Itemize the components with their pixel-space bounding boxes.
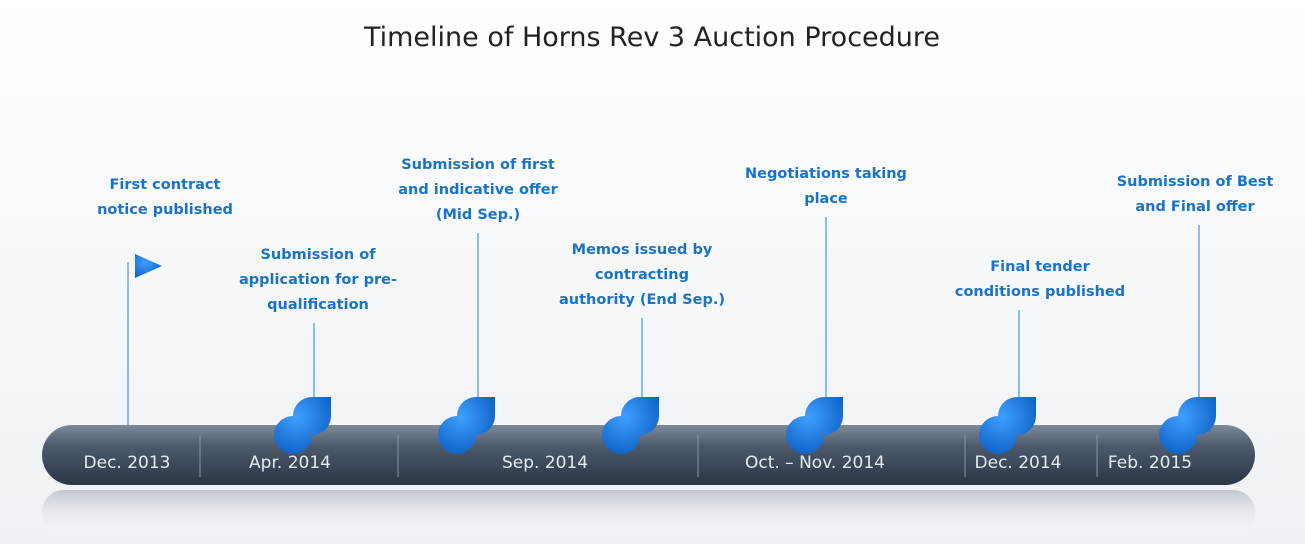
period-label: Apr. 2014 — [249, 453, 331, 473]
event-label: Memos issued by — [572, 242, 713, 258]
timeline-bar — [42, 425, 1255, 485]
pin — [602, 397, 659, 454]
event-label: qualification — [267, 297, 369, 313]
event-label: application for pre- — [239, 272, 397, 288]
event-label: notice published — [97, 202, 233, 218]
pin — [1159, 397, 1216, 454]
event-label: Submission of — [260, 247, 376, 263]
pin — [438, 397, 495, 454]
event-label: Submission of Best — [1117, 174, 1274, 190]
flag — [135, 254, 162, 278]
pin — [786, 397, 843, 454]
period-label: Dec. 2013 — [84, 453, 171, 473]
pin — [274, 397, 331, 454]
event-label: Final tender — [990, 259, 1090, 275]
event-label: Submission of first — [401, 157, 555, 173]
period-label: Dec. 2014 — [975, 453, 1062, 473]
event-label: conditions published — [955, 284, 1125, 300]
pin — [979, 397, 1036, 454]
period-label: Feb. 2015 — [1108, 453, 1192, 473]
title: Timeline of Horns Rev 3 Auction Procedur… — [363, 22, 940, 53]
event-label: (Mid Sep.) — [436, 207, 520, 223]
period-label: Sep. 2014 — [502, 453, 588, 473]
bar-reflection — [42, 490, 1255, 535]
event-label: and indicative offer — [398, 182, 558, 198]
event-label: Negotiations taking — [745, 166, 907, 182]
event-label: First contract — [110, 177, 221, 193]
period-label: Oct. – Nov. 2014 — [745, 453, 885, 473]
event-label: place — [804, 191, 848, 207]
event-label: authority (End Sep.) — [559, 292, 725, 308]
event-label: and Final offer — [1135, 199, 1255, 215]
event-label: contracting — [595, 267, 689, 283]
